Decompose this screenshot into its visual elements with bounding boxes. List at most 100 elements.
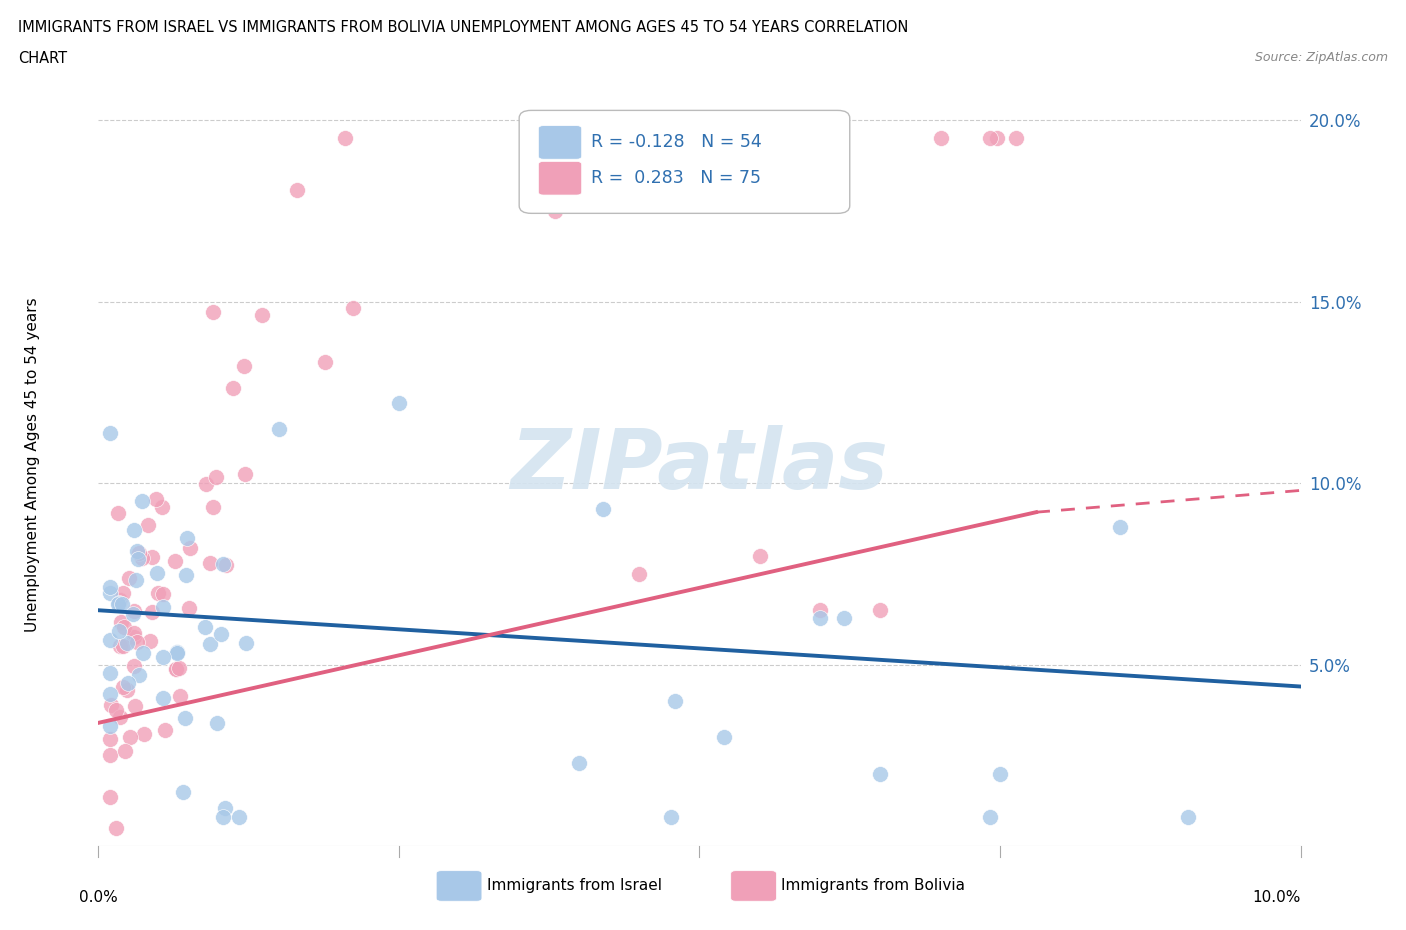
Point [166, 644, 188, 659]
Text: 10.0%: 10.0% [1253, 890, 1301, 905]
Point [100, 732, 122, 747]
Point [233, 467, 256, 482]
FancyBboxPatch shape [538, 126, 582, 159]
Point [228, 810, 250, 825]
Point [628, 566, 651, 581]
Point [141, 604, 163, 619]
Point [146, 586, 169, 601]
Point [664, 694, 686, 709]
Point [127, 552, 149, 567]
Point [152, 690, 174, 705]
Point [198, 556, 221, 571]
Point [108, 592, 131, 607]
Point [575, 131, 598, 146]
Text: 0.0%: 0.0% [79, 890, 118, 905]
Point [100, 426, 122, 441]
Point [108, 595, 131, 610]
Point [179, 600, 201, 615]
Text: IMMIGRANTS FROM ISRAEL VS IMMIGRANTS FROM BOLIVIA UNEMPLOYMENT AMONG AGES 45 TO : IMMIGRANTS FROM ISRAEL VS IMMIGRANTS FRO… [18, 20, 908, 35]
Point [204, 470, 226, 485]
Point [333, 131, 356, 146]
Point [122, 629, 145, 644]
Point [748, 549, 770, 564]
Point [222, 380, 245, 395]
FancyBboxPatch shape [519, 111, 849, 213]
Point [131, 494, 153, 509]
Point [589, 131, 612, 146]
Point [827, 131, 849, 146]
Point [110, 614, 132, 629]
Point [165, 554, 187, 569]
Point [678, 131, 700, 146]
Point [568, 755, 591, 770]
Point [212, 810, 235, 825]
Point [198, 636, 221, 651]
Point [808, 603, 831, 618]
Text: Unemployment Among Ages 45 to 54 years: Unemployment Among Ages 45 to 54 years [25, 298, 39, 632]
Point [112, 619, 135, 634]
Point [929, 131, 952, 146]
Point [100, 698, 122, 712]
Point [112, 639, 135, 654]
Point [145, 565, 167, 580]
Point [592, 501, 614, 516]
Point [202, 499, 225, 514]
Point [979, 810, 1001, 825]
Point [167, 660, 190, 675]
Point [665, 131, 688, 146]
Point [114, 743, 136, 758]
Text: CHART: CHART [18, 51, 67, 66]
Point [172, 784, 194, 799]
Point [100, 719, 122, 734]
Point [169, 689, 191, 704]
Point [141, 550, 163, 565]
Point [165, 661, 187, 676]
FancyBboxPatch shape [538, 162, 582, 195]
Point [214, 800, 236, 815]
Point [166, 645, 188, 660]
Point [544, 204, 567, 219]
Text: Immigrants from Bolivia: Immigrants from Bolivia [782, 879, 966, 894]
Point [285, 182, 308, 197]
Point [267, 421, 290, 436]
Point [194, 477, 217, 492]
Point [132, 645, 155, 660]
Point [179, 541, 201, 556]
Point [134, 726, 156, 741]
Point [107, 505, 129, 520]
Point [1109, 519, 1132, 534]
Point [136, 518, 159, 533]
Text: R =  0.283   N = 75: R = 0.283 N = 75 [592, 169, 761, 187]
Point [112, 586, 135, 601]
Point [110, 639, 132, 654]
Point [124, 699, 146, 714]
Point [215, 557, 238, 572]
Point [100, 665, 122, 680]
Point [100, 790, 122, 804]
Text: R = -0.128   N = 54: R = -0.128 N = 54 [592, 133, 762, 152]
FancyBboxPatch shape [731, 870, 776, 901]
Point [1177, 810, 1199, 825]
Point [138, 633, 160, 648]
Point [1004, 131, 1026, 146]
Point [125, 543, 148, 558]
Point [314, 354, 336, 369]
Point [659, 810, 682, 825]
Point [194, 619, 217, 634]
Point [120, 729, 142, 744]
Point [111, 680, 134, 695]
Point [176, 530, 198, 545]
Point [128, 546, 150, 561]
Point [152, 600, 174, 615]
Point [131, 551, 153, 565]
Point [115, 683, 138, 698]
Point [235, 636, 257, 651]
Point [212, 557, 235, 572]
Point [108, 710, 131, 724]
Point [869, 766, 891, 781]
Point [108, 624, 131, 639]
Point [122, 522, 145, 537]
Point [118, 571, 141, 586]
Point [806, 131, 828, 146]
Point [152, 649, 174, 664]
